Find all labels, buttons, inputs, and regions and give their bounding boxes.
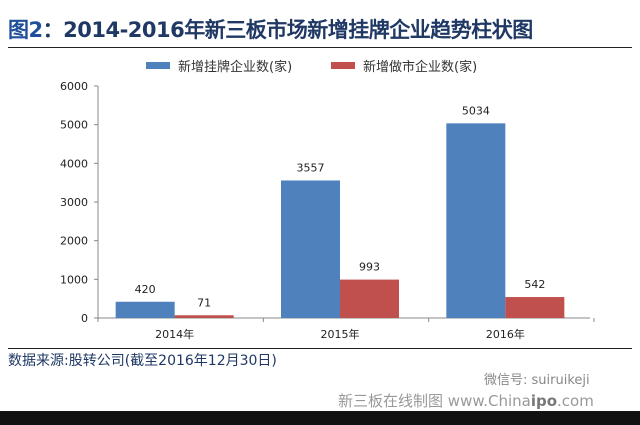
- wechat-id: 微信号: suiruikeji: [484, 373, 590, 388]
- data-source: 数据来源:股转公司(截至2016年12月30日): [8, 353, 277, 369]
- credit-www: www.China: [447, 392, 531, 410]
- legend-swatch-blue: [146, 62, 170, 69]
- source-divider: [8, 348, 632, 349]
- credit-ipo: ipo: [530, 392, 558, 410]
- data-label: 71: [197, 296, 211, 309]
- bar: [446, 123, 506, 319]
- bottom-bar: [0, 411, 640, 425]
- bar: [281, 180, 340, 318]
- title-text: ：2014-2016年新三板市场新增挂牌企业趋势柱状图: [42, 18, 534, 42]
- credit: 新三板在线制图 www.Chinaipo.com: [338, 392, 594, 410]
- credit-com: .com: [557, 392, 594, 410]
- figure-label: 图2: [8, 18, 43, 42]
- credit-cn: 新三板在线制图: [338, 392, 444, 410]
- bar: [115, 301, 175, 318]
- legend-item-listed: 新增挂牌企业数(家): [146, 56, 292, 75]
- legend-label: 新增做市企业数(家): [363, 60, 478, 75]
- legend-label: 新增挂牌企业数(家): [178, 60, 293, 75]
- bar: [505, 297, 565, 318]
- x-tick-label: 2015年: [321, 327, 360, 341]
- y-tick-label: 6000: [60, 80, 88, 93]
- y-tick-label: 5000: [60, 119, 88, 132]
- chart-title: 图2：2014-2016年新三板市场新增挂牌企业趋势柱状图: [8, 14, 533, 44]
- data-label: 5034: [462, 104, 490, 117]
- legend-item-market-making: 新增做市企业数(家): [331, 56, 477, 75]
- y-tick-label: 2000: [60, 235, 88, 248]
- y-tick-label: 4000: [60, 157, 88, 170]
- bar: [340, 279, 399, 318]
- data-label: 3557: [297, 161, 325, 174]
- legend-swatch-red: [331, 62, 355, 69]
- bar: [174, 315, 234, 318]
- y-tick-label: 0: [81, 312, 88, 325]
- data-label: 993: [359, 261, 380, 274]
- title-divider: [8, 47, 632, 48]
- data-label: 420: [135, 283, 156, 296]
- y-tick-label: 3000: [60, 196, 88, 209]
- x-tick-label: 2014年: [155, 327, 194, 341]
- x-tick-label: 2016年: [486, 327, 525, 341]
- y-tick-label: 1000: [60, 273, 88, 286]
- data-label: 542: [524, 278, 545, 291]
